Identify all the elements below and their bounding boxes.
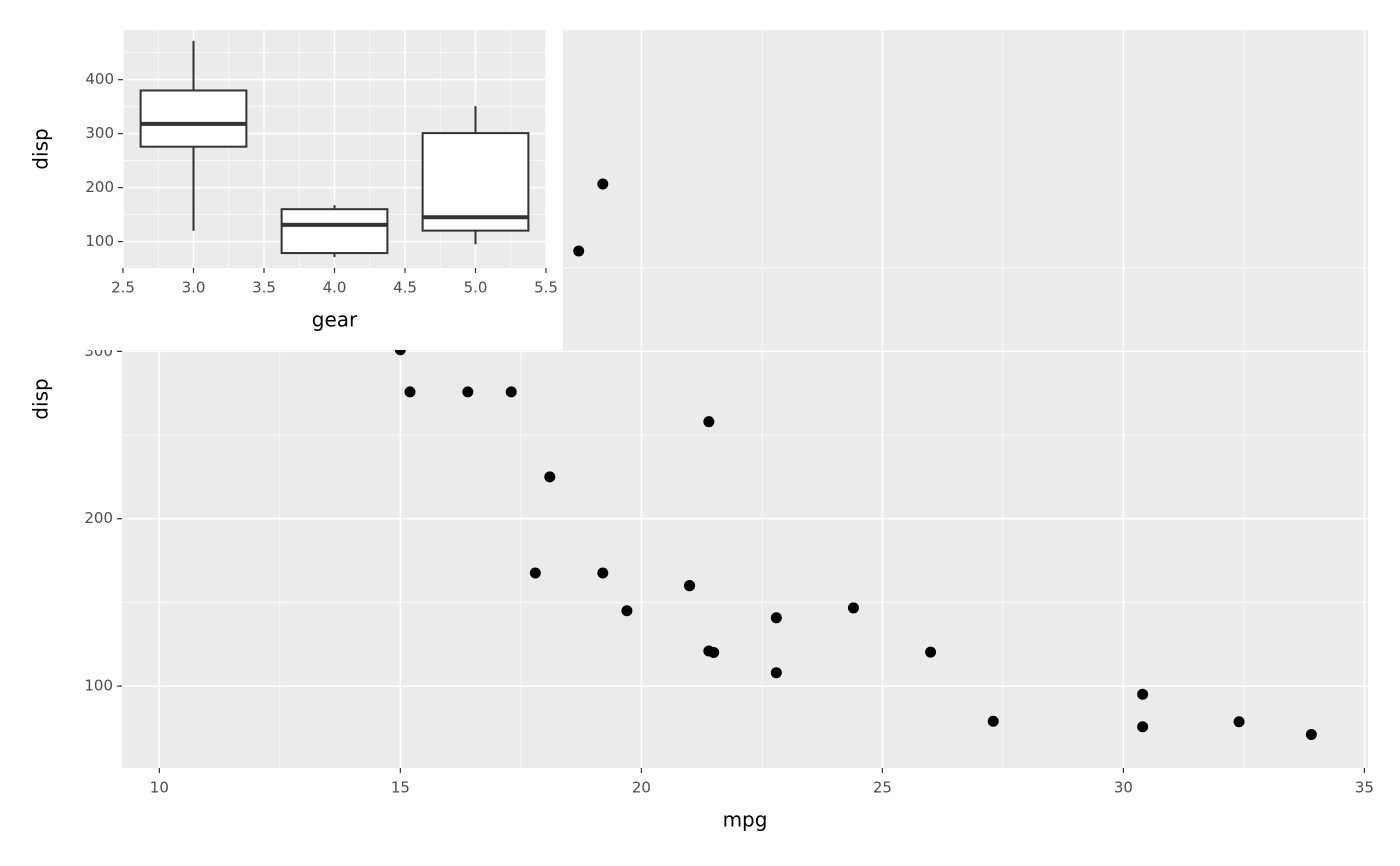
y-tick-label: 200 <box>85 178 114 196</box>
point <box>597 178 609 190</box>
y-tick-label: 100 <box>85 232 114 250</box>
point <box>597 567 609 579</box>
x-tick-label: 2.5 <box>111 279 135 297</box>
point <box>770 612 782 624</box>
x-axis-title: mpg <box>723 808 768 832</box>
x-tick-label: 4.5 <box>393 279 417 297</box>
point <box>703 416 715 428</box>
point <box>505 386 517 398</box>
point <box>404 386 416 398</box>
x-tick-label: 5.5 <box>534 279 558 297</box>
point <box>987 715 999 727</box>
x-tick-label: 3.5 <box>252 279 276 297</box>
x-tick-label: 3.0 <box>182 279 206 297</box>
y-tick-label: 400 <box>85 70 114 88</box>
point <box>708 646 720 658</box>
box <box>421 132 530 232</box>
x-axis-title: gear <box>312 308 358 332</box>
point <box>770 667 782 679</box>
point <box>462 386 474 398</box>
point <box>1233 716 1245 728</box>
point <box>1305 728 1317 740</box>
x-tick-label: 25 <box>873 779 892 797</box>
x-tick-label: 4.0 <box>323 279 347 297</box>
y-axis-title: disp <box>29 378 53 419</box>
x-tick-label: 10 <box>150 779 169 797</box>
point <box>1137 688 1149 700</box>
point <box>544 471 556 483</box>
x-tick-label: 15 <box>391 779 410 797</box>
point <box>684 580 696 592</box>
x-tick-label: 30 <box>1114 779 1133 797</box>
y-tick-label: 100 <box>84 677 113 695</box>
point <box>621 605 633 617</box>
x-tick-label: 5.0 <box>464 279 488 297</box>
x-tick-label: 20 <box>632 779 651 797</box>
box <box>139 89 248 148</box>
point <box>573 245 585 257</box>
point <box>925 646 937 658</box>
point <box>1137 721 1149 733</box>
y-axis-title: disp <box>29 128 53 169</box>
point <box>847 602 859 614</box>
x-tick-label: 35 <box>1355 779 1374 797</box>
point <box>529 567 541 579</box>
box <box>280 208 389 255</box>
y-tick-label: 300 <box>85 124 114 142</box>
y-tick-label: 200 <box>84 509 113 527</box>
